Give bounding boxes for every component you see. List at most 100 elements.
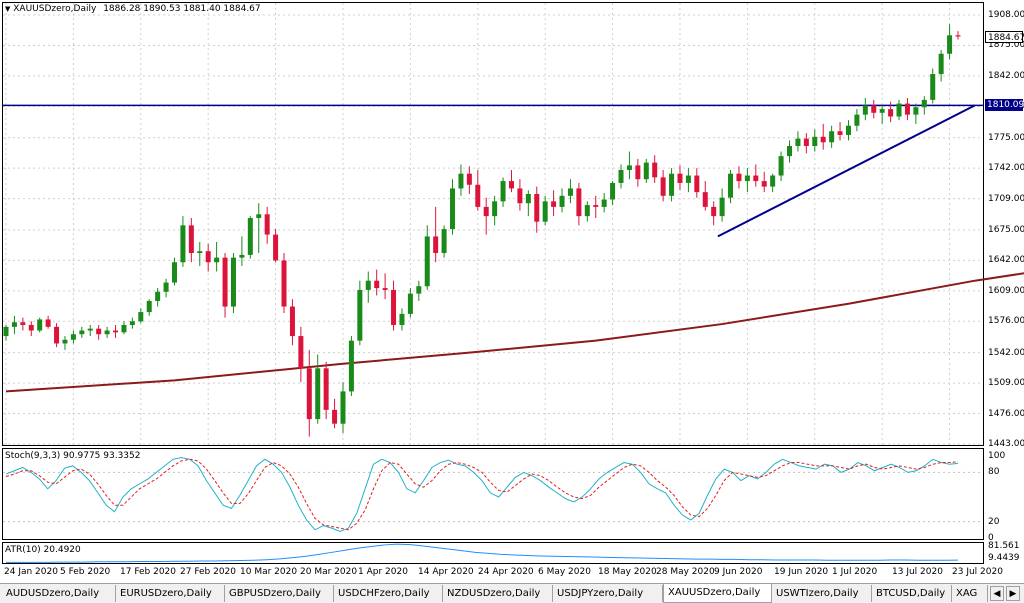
candle-body <box>593 205 599 207</box>
candle-body <box>508 181 514 189</box>
candle-body <box>264 214 270 235</box>
tab-uswtizero-daily[interactable]: USWTIzero,Daily <box>772 585 872 602</box>
candle-body <box>652 162 658 178</box>
tab-btcusd-daily[interactable]: BTCUSD,Daily <box>872 585 952 602</box>
candle-body <box>28 324 34 331</box>
candle-body <box>256 214 262 218</box>
candle-body <box>896 103 902 117</box>
tab-usdchfzero-daily[interactable]: USDCHFzero,Daily <box>334 585 443 602</box>
date-tick-label: 19 Jun 2020 <box>774 567 829 577</box>
trendline <box>717 104 976 238</box>
candle-body <box>374 280 380 289</box>
candle-body <box>829 131 835 143</box>
candle-body <box>610 182 616 200</box>
stochastic-panel[interactable] <box>2 448 984 540</box>
candle-body <box>197 251 203 254</box>
candle-body <box>180 225 186 263</box>
candle-body <box>711 206 717 217</box>
tab-xauusdzero-daily[interactable]: XAUUSDzero,Daily <box>663 584 772 603</box>
candle-body <box>298 336 304 369</box>
candle-body <box>104 330 110 335</box>
candle-body <box>567 188 573 196</box>
candle-body <box>382 288 388 290</box>
price-tick-label: 1709.00 <box>988 193 1024 204</box>
price-tick-label: 1842.00 <box>988 70 1024 81</box>
candle-body <box>492 201 498 217</box>
candle-body <box>702 192 708 207</box>
collapse-arrow-icon[interactable]: ▼ <box>5 5 11 13</box>
chart-title: XAUUSDzero,Daily <box>13 4 97 14</box>
tab-xag[interactable]: XAG <box>952 585 988 602</box>
stoch-tick-label: 80 <box>988 467 1000 478</box>
candle-body <box>677 173 683 183</box>
stoch-tick-label: 0 <box>988 533 994 543</box>
candle-body <box>559 195 565 207</box>
candle-body <box>787 146 793 157</box>
price-chart-panel[interactable] <box>2 2 984 446</box>
candle-body <box>79 330 85 335</box>
date-tick-label: 14 Apr 2020 <box>418 567 474 577</box>
candle-body <box>845 125 851 135</box>
candle-body <box>146 301 152 313</box>
candle-body <box>761 181 767 187</box>
tab-scroll-right-icon[interactable]: ▶ <box>1006 586 1020 601</box>
price-tick-label: 1542.00 <box>988 347 1024 358</box>
candle-body <box>365 280 371 290</box>
tab-audusdzero-daily[interactable]: AUDUSDzero,Daily <box>2 585 116 602</box>
candle-body <box>930 74 936 100</box>
candle-body <box>669 173 675 196</box>
candle-body <box>871 105 877 113</box>
candle-body <box>323 368 329 410</box>
candle-body <box>643 162 649 180</box>
price-tick-label: 1908.00 <box>988 10 1024 20</box>
candle-body <box>795 138 801 147</box>
candle-body <box>551 201 557 207</box>
date-tick-label: 5 Feb 2020 <box>60 567 111 577</box>
time-axis[interactable]: 24 Jan 2020 5 Feb 2020 17 Feb 2020 27 Feb 2… <box>2 566 1003 580</box>
date-tick-label: 28 May 2020 <box>656 567 715 577</box>
candle-body <box>584 205 590 217</box>
candle-body <box>862 105 868 115</box>
candle-body <box>475 184 481 207</box>
candle-body <box>239 254 245 258</box>
hline-price-label: 1810.09 <box>985 99 1024 112</box>
date-tick-label: 24 Jan 2020 <box>4 567 58 577</box>
candle-body <box>744 175 750 182</box>
candle-body <box>129 321 135 325</box>
candle-body <box>54 326 60 344</box>
date-tick-label: 6 May 2020 <box>538 567 591 577</box>
date-tick-label: 17 Feb 2020 <box>120 567 177 577</box>
candle-body <box>483 206 489 217</box>
stoch-signal-line <box>5 458 959 531</box>
tab-eurusdzero-daily[interactable]: EURUSDzero,Daily <box>116 585 225 602</box>
date-tick-label: 24 Apr 2020 <box>478 567 534 577</box>
candle-body <box>20 322 26 325</box>
atr-panel[interactable] <box>2 542 984 564</box>
candle-body <box>728 173 734 198</box>
candle-body <box>854 114 860 126</box>
date-tick-label: 23 Jul 2020 <box>952 567 1003 577</box>
candle-body <box>441 229 447 254</box>
price-tick-label: 1875.00 <box>988 40 1024 51</box>
atr-legend: ATR(10) 20.4920 <box>5 545 81 555</box>
date-tick-label: 1 Jul 2020 <box>832 567 878 577</box>
price-axis[interactable]: 1908.001875.001842.001809.001775.001742.… <box>984 2 1024 449</box>
candle-body <box>96 328 102 335</box>
candle-body <box>635 165 641 180</box>
tab-scroll-left-icon[interactable]: ◀ <box>990 586 1004 601</box>
candle-body <box>424 236 430 287</box>
candle-body <box>188 225 194 254</box>
tab-usdjpyzero-daily[interactable]: USDJPYzero,Daily <box>553 585 663 602</box>
price-tick-label: 1509.00 <box>988 378 1024 389</box>
date-tick-label: 20 Mar 2020 <box>300 567 358 577</box>
tab-nzdusdzero-daily[interactable]: NZDUSDzero,Daily <box>443 585 553 602</box>
price-tick-label: 1642.00 <box>988 255 1024 266</box>
candle-body <box>11 322 17 327</box>
candle-body <box>719 197 725 217</box>
price-tick-label: 1576.00 <box>988 316 1024 327</box>
candle-body <box>416 286 422 294</box>
price-tick-label: 1675.00 <box>988 224 1024 235</box>
candle-body <box>812 136 818 147</box>
tab-gbpusdzero-daily[interactable]: GBPUSDzero,Daily <box>225 585 334 602</box>
